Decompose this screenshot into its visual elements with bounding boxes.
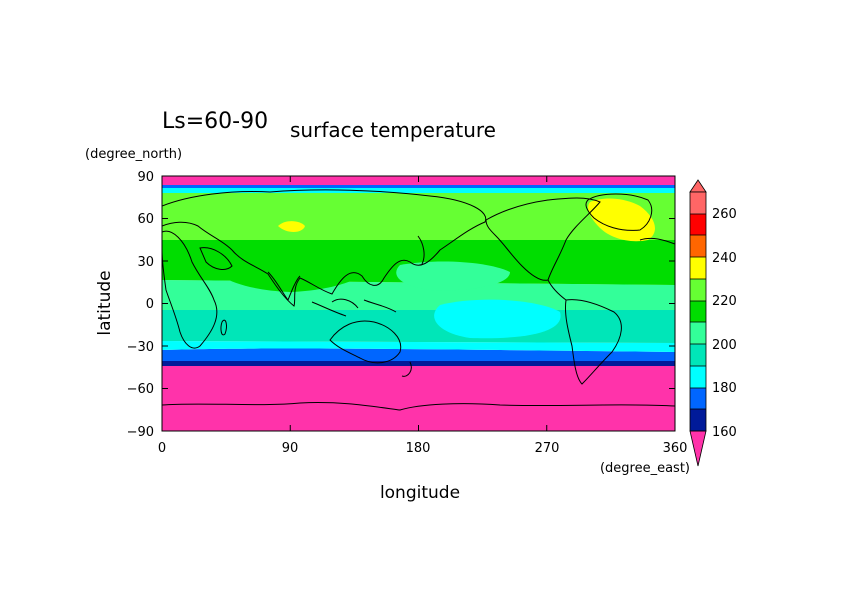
coast-australia: [329, 320, 402, 364]
x-tick-label: 0: [158, 441, 166, 456]
x-tick-label: 90: [282, 441, 299, 456]
coast-antarctica: [162, 402, 675, 411]
title-period: Ls=60-90: [162, 109, 268, 134]
coast-central-america: [547, 279, 567, 301]
colorbar-label: 240: [712, 251, 737, 266]
colorbar-top-extension: [689, 179, 707, 193]
patch-warm-asia: [209, 245, 372, 292]
x-tick-label: 360: [663, 441, 688, 456]
band-165: [162, 361, 675, 366]
x-axis-units: (degree_east): [600, 461, 690, 476]
coast-south-america: [565, 299, 622, 385]
y-tick-labels: 90 60 30 0 −30 −60 −90: [127, 170, 154, 440]
y-tick-label: 0: [146, 297, 154, 312]
coast-europe: [639, 237, 675, 245]
coast-japan: [417, 235, 425, 265]
coast-north-america: [485, 197, 601, 281]
coast-india: [267, 271, 301, 302]
x-tick-label: 180: [406, 441, 431, 456]
coast-madagascar: [220, 319, 227, 336]
colorbar-label: 220: [712, 294, 737, 309]
warm-spot-asia: [278, 221, 305, 233]
coast-arabia: [199, 247, 233, 270]
colorbar-label: 160: [712, 425, 737, 440]
x-axis-label: longitude: [380, 483, 460, 503]
colorbar: 260 240 220 200 180 160: [689, 179, 737, 467]
y-tick-label: 30: [137, 255, 154, 270]
coast-africa: [162, 230, 218, 349]
y-tick-label: 60: [137, 212, 154, 227]
y-tick-label: −30: [127, 340, 154, 355]
y-ticks: [162, 175, 675, 432]
x-ticks: [289, 176, 548, 431]
colorbar-bottom-extension: [689, 430, 707, 467]
colorbar-label: 200: [712, 338, 737, 353]
y-axis-units: (degree_north): [85, 147, 182, 162]
y-axis-label: latitude: [95, 270, 115, 335]
coast-indonesia: [311, 298, 397, 317]
band-north-cold: [162, 184, 675, 188]
patch-mid-pacific: [396, 261, 510, 291]
colorbar-label: 180: [712, 381, 737, 396]
y-tick-label: 90: [137, 170, 154, 185]
y-tick-label: −60: [127, 382, 154, 397]
title-main: surface temperature: [290, 118, 496, 142]
coastlines: [162, 189, 675, 411]
x-tick-labels: 0 90 180 270 360: [158, 441, 688, 456]
band-north-cool: [162, 187, 675, 193]
coast-eurasia: [162, 189, 487, 307]
coast-greenland: [585, 193, 653, 231]
y-tick-label: −90: [127, 425, 154, 440]
patch-cool-pacific: [434, 299, 561, 339]
colorbar-label: 260: [712, 207, 737, 222]
band-195: [162, 310, 675, 343]
temperature-map: [162, 176, 675, 431]
x-tick-label: 270: [535, 441, 560, 456]
band-185: [162, 341, 675, 352]
coast-newzealand: [401, 361, 412, 377]
band-175: [162, 348, 675, 361]
band-south-polar: [162, 361, 675, 431]
